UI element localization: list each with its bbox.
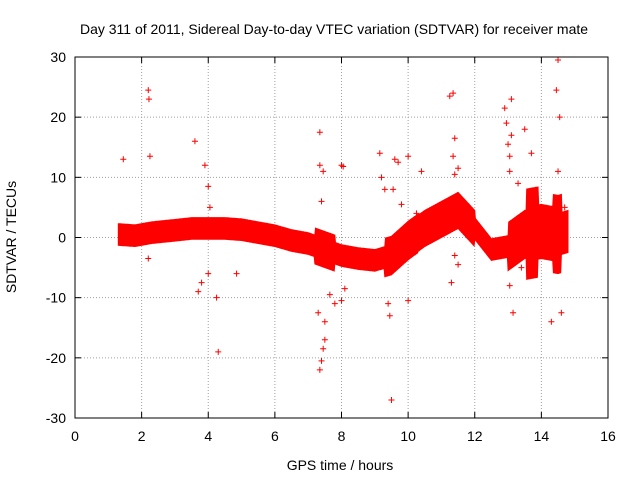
data-point (555, 168, 562, 175)
data-point (318, 198, 325, 205)
data-point (205, 183, 212, 190)
data-point (448, 279, 455, 286)
data-point (198, 279, 205, 286)
data-point (318, 357, 325, 364)
data-point (405, 153, 412, 160)
data-point (561, 204, 568, 211)
data-point (505, 141, 512, 148)
data-point (321, 318, 328, 325)
data-point (556, 114, 563, 121)
data-point (398, 201, 405, 208)
data-point (446, 93, 453, 100)
chart-title: Day 311 of 2011, Sidereal Day-to-day VTE… (80, 21, 588, 37)
data-point (553, 87, 560, 94)
data-point (510, 309, 517, 316)
data-point (338, 297, 345, 304)
y-tick-label: -10 (46, 290, 66, 306)
y-tick-label: 20 (50, 109, 66, 125)
data-point (555, 57, 562, 64)
data-point (320, 345, 327, 352)
data-point (501, 105, 508, 112)
data-point (450, 90, 457, 97)
data-point (390, 186, 397, 193)
data-point (206, 204, 213, 211)
data-point (531, 261, 538, 268)
data-point (395, 159, 402, 166)
data-point (506, 153, 513, 160)
data-point (376, 150, 383, 157)
y-tick-label: 10 (50, 169, 66, 185)
data-point (450, 153, 457, 160)
y-tick-label: -30 (46, 410, 66, 426)
axis-ticks: 0 2 4 6 8 10 12 14 16 -30 -20 -10 0 10 20 30 (46, 49, 616, 444)
x-tick-label: 12 (467, 428, 483, 444)
data-point (506, 168, 513, 175)
data-point (388, 396, 395, 403)
data-point (518, 264, 525, 271)
data-point (451, 135, 458, 142)
data-point (321, 336, 328, 343)
data-point (451, 252, 458, 259)
data-point (205, 270, 212, 277)
x-tick-label: 2 (138, 428, 146, 444)
data-point (316, 162, 323, 169)
data-point (418, 168, 425, 175)
data-point (191, 138, 198, 145)
data-point (326, 291, 333, 298)
data-point (213, 294, 220, 301)
data-point (145, 96, 152, 103)
data-point (508, 96, 515, 103)
data-point (558, 309, 565, 316)
data-point (528, 150, 535, 157)
x-tick-label: 4 (204, 428, 212, 444)
data-point (340, 163, 347, 170)
x-tick-label: 16 (600, 428, 616, 444)
data-point (455, 261, 462, 268)
x-tick-label: 14 (534, 428, 550, 444)
x-axis-label: GPS time / hours (287, 457, 394, 473)
data-point (508, 132, 515, 139)
data-point (386, 312, 393, 319)
data-point (385, 300, 392, 307)
data-point (120, 156, 127, 163)
data-point (233, 270, 240, 277)
data-point (341, 285, 348, 292)
x-tick-label: 6 (271, 428, 279, 444)
y-axis-label: SDTVAR / TECUs (3, 181, 19, 293)
x-tick-label: 8 (338, 428, 346, 444)
data-point (146, 153, 153, 160)
data-point (548, 318, 555, 325)
y-tick-label: -20 (46, 350, 66, 366)
data-point (455, 165, 462, 172)
data-band (117, 186, 569, 280)
data-point (378, 174, 385, 181)
data-point (521, 126, 528, 133)
data-point (201, 162, 208, 169)
x-tick-label: 0 (71, 428, 79, 444)
data-point (145, 87, 152, 94)
data-point (320, 168, 327, 175)
data-point (506, 282, 513, 289)
data-point (195, 288, 202, 295)
data-point (315, 309, 322, 316)
data-point (451, 171, 458, 178)
data-point (381, 186, 388, 193)
data-point (145, 255, 152, 262)
data-point (316, 366, 323, 373)
data-point (331, 300, 338, 307)
data-points (117, 57, 569, 403)
data-point (515, 180, 522, 187)
x-tick-label: 10 (400, 428, 416, 444)
data-point (405, 297, 412, 304)
data-point (316, 129, 323, 136)
y-tick-label: 0 (58, 230, 66, 246)
data-point (215, 348, 222, 355)
y-tick-label: 30 (50, 49, 66, 65)
data-point (413, 210, 420, 217)
data-point (503, 120, 510, 127)
data-point (391, 156, 398, 163)
